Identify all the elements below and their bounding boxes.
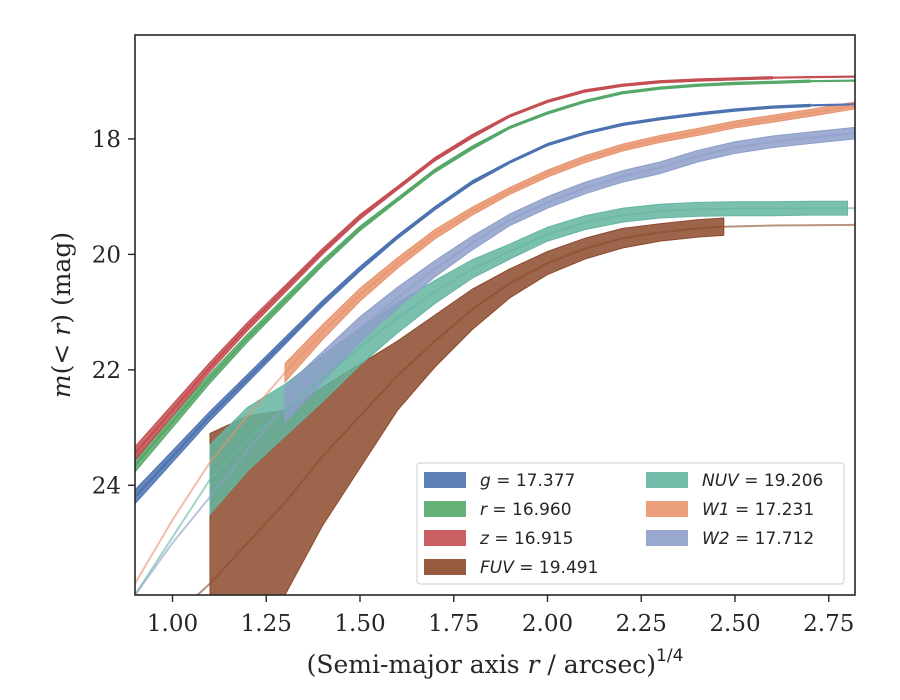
line-r (135, 79, 855, 466)
y-axis-ticks: 18 20 22 24 (92, 127, 135, 499)
line-g (135, 103, 855, 498)
plot-frame (134, 34, 856, 596)
x-tick-label: 1.50 (334, 611, 385, 637)
band-w1 (284, 101, 855, 384)
legend-swatch-r (424, 501, 466, 517)
y-tick-label: 22 (92, 358, 121, 384)
x-tick-label: 1.25 (241, 611, 292, 637)
uncertainty-bands (135, 76, 855, 595)
line-z (135, 75, 855, 455)
legend-label-fuv: FUV = 19.491 (480, 558, 598, 578)
legend-label-g: g = 17.377 (480, 471, 575, 491)
line-nuv (135, 207, 855, 595)
x-tick-label: 2.00 (522, 611, 573, 637)
x-tick-label: 2.25 (616, 611, 667, 637)
x-axis-title: (Semi-major axis r / arcsec)1/4 (307, 646, 684, 679)
y-axis-title: m(< r) (mag) (47, 232, 76, 398)
band-z (135, 76, 773, 462)
legend: g = 17.377 r = 16.960 z = 16.915 FUV = 19.4… (416, 462, 845, 585)
legend-swatch-nuv (646, 472, 688, 488)
line-w1 (135, 104, 855, 585)
legend-swatch-w1 (646, 501, 688, 517)
band-w2 (284, 126, 855, 424)
x-tick-label: 1.75 (428, 611, 479, 637)
band-fuv (209, 217, 725, 595)
legend-label-z: z = 16.915 (479, 529, 573, 549)
y-tick-label: 18 (92, 127, 121, 153)
profile-lines (135, 75, 855, 595)
x-tick-label: 2.75 (803, 611, 854, 637)
legend-label-w2: W2 = 17.712 (702, 529, 814, 549)
x-axis-ticks: 1.00 1.25 1.50 1.75 2.00 2.25 2.50 2.75 (147, 595, 854, 637)
line-fuv (196, 223, 855, 595)
legend-swatch-g (424, 472, 466, 488)
legend-label-nuv: NUV = 19.206 (702, 471, 823, 491)
legend-swatch-fuv (424, 559, 466, 575)
legend-label-r: r = 16.960 (480, 500, 572, 520)
legend-label-w1: W1 = 17.231 (702, 500, 814, 520)
legend-frame (416, 462, 845, 585)
y-tick-label: 24 (92, 473, 121, 499)
x-tick-label: 2.50 (709, 611, 760, 637)
x-tick-label: 1.00 (147, 611, 198, 637)
line-w2 (135, 132, 855, 595)
legend-swatch-z (424, 530, 466, 546)
legend-swatch-w2 (646, 530, 688, 546)
band-g (135, 103, 811, 505)
y-tick-label: 20 (92, 242, 121, 268)
